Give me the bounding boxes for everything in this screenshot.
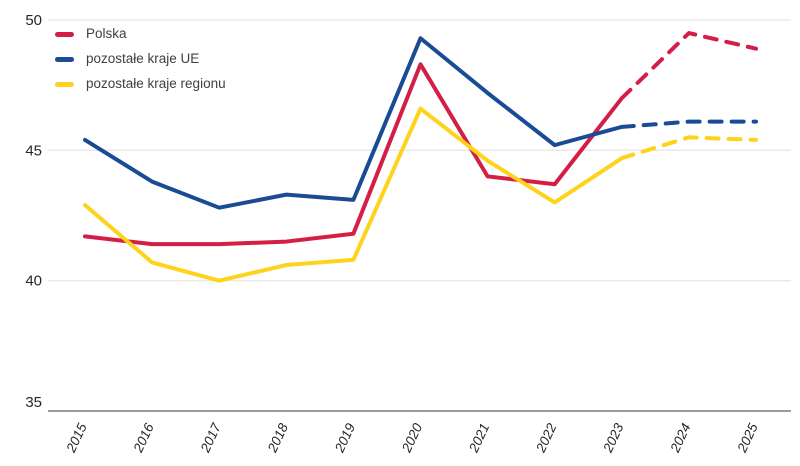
x-tick-label: 2015 xyxy=(63,420,90,455)
x-tick: 2023 xyxy=(600,420,627,455)
series-line-pozosta-e-kraje-regionu xyxy=(83,106,624,283)
legend-label: Polska xyxy=(86,26,127,41)
x-tick: 2025 xyxy=(734,420,761,455)
x-tick-label: 2019 xyxy=(331,420,358,455)
legend: Polska pozostałe kraje UE pozostałe kraj… xyxy=(55,26,226,101)
legend-item-pozostale-kraje-ue: pozostałe kraje UE xyxy=(55,51,226,67)
series-forecast-line-polska xyxy=(619,31,758,101)
x-tick: 2024 xyxy=(667,421,694,455)
x-tick-label: 2017 xyxy=(197,420,224,455)
x-tick-label: 2024 xyxy=(667,421,694,455)
series-forecast-line-pozosta-e-kraje-regionu xyxy=(619,135,758,161)
polska-line-swatch-icon xyxy=(55,31,74,37)
y-tick-label: 50 xyxy=(25,12,42,29)
x-tick-label: 2023 xyxy=(600,420,627,455)
x-tick-label: 2022 xyxy=(533,420,560,455)
series-line-polska xyxy=(83,62,624,247)
x-tick: 2015 xyxy=(63,420,90,455)
legend-item-pozostale-kraje-regionu: pozostałe kraje regionu xyxy=(55,76,226,92)
y-tick-label: 35 xyxy=(25,394,42,411)
legend-label: pozostałe kraje UE xyxy=(86,51,200,66)
legend-item-polska: Polska xyxy=(55,26,226,42)
kraje-ue-line-swatch-icon xyxy=(55,56,74,62)
x-tick: 2021 xyxy=(466,421,493,455)
x-tick-label: 2025 xyxy=(734,420,761,455)
series-line-pozosta-e-kraje-ue xyxy=(83,36,624,210)
legend-label: pozostałe kraje regionu xyxy=(86,76,226,91)
x-tick: 2018 xyxy=(264,420,291,455)
x-tick-label: 2018 xyxy=(264,420,291,455)
x-tick: 2022 xyxy=(533,420,560,455)
x-tick-label: 2016 xyxy=(130,420,157,455)
y-tick-label: 45 xyxy=(25,142,42,159)
x-tick: 2020 xyxy=(399,420,426,455)
x-tick: 2016 xyxy=(130,420,157,455)
x-tick: 2017 xyxy=(197,420,224,455)
series-forecast-line-pozosta-e-kraje-ue xyxy=(619,119,758,129)
y-tick-label: 40 xyxy=(25,273,42,290)
x-tick-label: 2021 xyxy=(466,421,493,455)
x-tick-label: 2020 xyxy=(399,420,426,455)
kraje-regionu-line-swatch-icon xyxy=(55,81,74,87)
x-tick: 2019 xyxy=(331,420,358,455)
